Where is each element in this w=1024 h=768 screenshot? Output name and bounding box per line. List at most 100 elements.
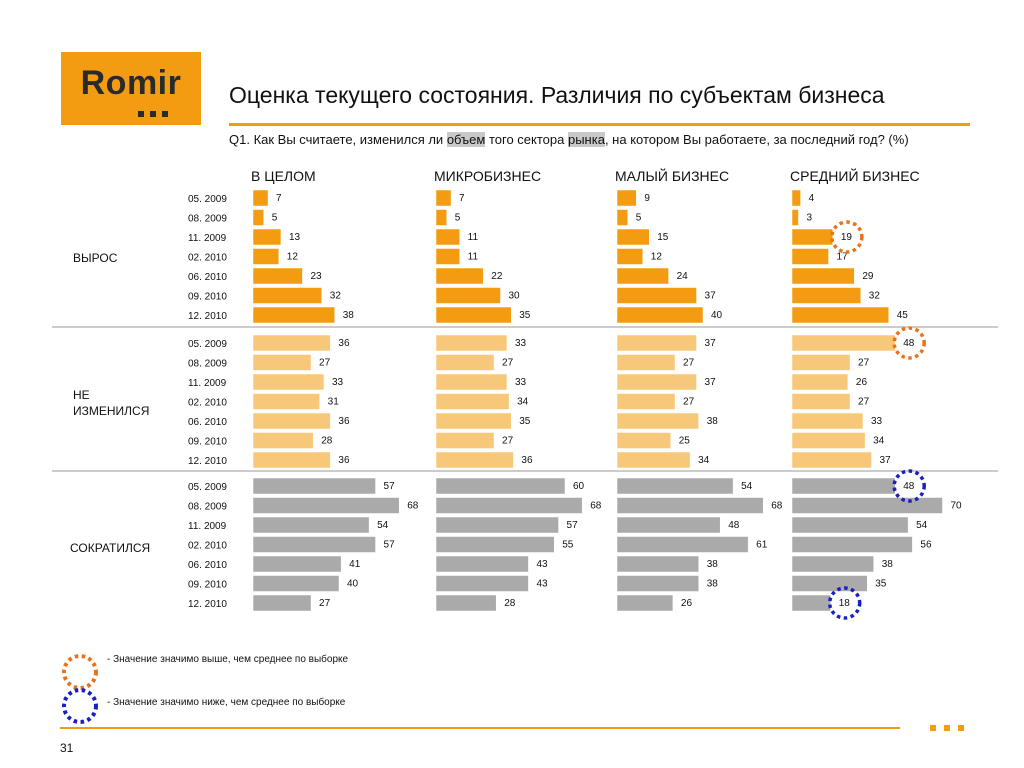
bar bbox=[791, 594, 831, 612]
bar bbox=[791, 209, 799, 226]
bar bbox=[616, 354, 676, 371]
footer-dot bbox=[944, 725, 950, 731]
value-label: 41 bbox=[349, 559, 361, 570]
bar bbox=[435, 594, 497, 612]
significance-marker bbox=[892, 326, 926, 360]
bar bbox=[791, 497, 943, 514]
bar bbox=[252, 536, 376, 553]
value-label: 27 bbox=[858, 358, 870, 369]
page-number: 31 bbox=[60, 741, 74, 755]
bar bbox=[252, 354, 312, 371]
bar bbox=[435, 354, 495, 371]
question-middle: того сектора bbox=[485, 132, 568, 147]
bar bbox=[616, 209, 628, 226]
value-label: 57 bbox=[384, 481, 396, 492]
significance-marker bbox=[830, 220, 864, 254]
bar bbox=[435, 334, 508, 352]
bar bbox=[616, 189, 637, 207]
value-label: 12 bbox=[651, 252, 663, 263]
bar bbox=[435, 373, 508, 391]
value-label: 36 bbox=[338, 338, 350, 349]
bar bbox=[435, 477, 566, 495]
value-label: 28 bbox=[321, 436, 333, 447]
value-label: 17 bbox=[837, 252, 849, 263]
bar bbox=[252, 575, 340, 592]
segment-header: МАЛЫЙ БИЗНЕС bbox=[615, 167, 729, 184]
question-suffix: , на котором Вы работаете, за последний … bbox=[604, 132, 909, 147]
value-label: 28 bbox=[504, 598, 516, 609]
value-label: 54 bbox=[741, 481, 753, 492]
value-label: 5 bbox=[272, 213, 278, 224]
group-label: СОКРАТИЛСЯ bbox=[70, 541, 150, 555]
period-label: 02. 2010 bbox=[188, 541, 227, 552]
period-label: 08. 2009 bbox=[188, 359, 227, 370]
value-label: 34 bbox=[698, 455, 710, 466]
group-label: НЕ bbox=[73, 388, 90, 402]
value-label: 56 bbox=[920, 540, 932, 551]
period-label: 09. 2010 bbox=[188, 580, 227, 591]
bar bbox=[252, 306, 335, 324]
value-label: 27 bbox=[502, 358, 514, 369]
value-label: 7 bbox=[276, 193, 282, 204]
period-label: 05. 2009 bbox=[188, 339, 227, 350]
period-label: 11. 2009 bbox=[188, 378, 227, 389]
bar bbox=[616, 393, 676, 410]
value-label: 22 bbox=[491, 271, 503, 282]
title-underline bbox=[229, 123, 970, 126]
bar bbox=[435, 228, 460, 246]
bar bbox=[252, 209, 264, 226]
value-label: 38 bbox=[707, 579, 719, 590]
value-label: 38 bbox=[707, 559, 719, 570]
value-label: 38 bbox=[882, 559, 894, 570]
bar bbox=[435, 575, 529, 592]
footer-line bbox=[60, 727, 900, 729]
bar bbox=[435, 451, 514, 469]
period-label: 12. 2010 bbox=[188, 456, 227, 467]
bar bbox=[791, 432, 866, 449]
bar bbox=[616, 287, 697, 304]
value-label: 54 bbox=[377, 520, 389, 531]
value-label: 26 bbox=[681, 598, 693, 609]
value-label: 26 bbox=[856, 377, 868, 388]
period-label: 02. 2010 bbox=[188, 398, 227, 409]
value-label: 34 bbox=[873, 436, 885, 447]
bar bbox=[616, 306, 704, 324]
value-label: 48 bbox=[903, 481, 915, 492]
period-label: 06. 2010 bbox=[188, 560, 227, 571]
value-label: 9 bbox=[644, 193, 650, 204]
legend-higher-text: - Значение значимо выше, чем среднее по … bbox=[107, 654, 349, 665]
bar bbox=[252, 516, 370, 534]
question-prefix: Q1. Как Вы считаете, изменился ли bbox=[229, 132, 447, 147]
value-label: 57 bbox=[384, 540, 396, 551]
period-label: 09. 2010 bbox=[188, 437, 227, 448]
value-label: 60 bbox=[573, 481, 585, 492]
value-label: 32 bbox=[869, 291, 881, 302]
value-label: 24 bbox=[677, 271, 689, 282]
bar bbox=[616, 536, 749, 553]
value-label: 4 bbox=[809, 193, 815, 204]
romir-logo: Romir bbox=[61, 52, 201, 125]
bar bbox=[791, 189, 801, 207]
value-label: 27 bbox=[683, 358, 695, 369]
value-label: 33 bbox=[515, 377, 527, 388]
bar bbox=[791, 393, 851, 410]
bar bbox=[252, 432, 314, 449]
bar bbox=[252, 451, 331, 469]
bar bbox=[616, 432, 671, 449]
value-label: 35 bbox=[519, 310, 531, 321]
value-label: 30 bbox=[509, 291, 521, 302]
bar bbox=[791, 228, 834, 246]
bar bbox=[616, 594, 674, 612]
value-label: 27 bbox=[683, 397, 695, 408]
value-label: 48 bbox=[903, 338, 915, 349]
bar bbox=[435, 393, 510, 410]
bar bbox=[791, 287, 862, 304]
value-label: 5 bbox=[636, 213, 642, 224]
value-label: 36 bbox=[338, 455, 350, 466]
bar bbox=[791, 354, 851, 371]
value-label: 61 bbox=[756, 540, 768, 551]
bar bbox=[252, 497, 400, 514]
value-label: 25 bbox=[679, 436, 691, 447]
bar bbox=[252, 594, 312, 612]
segment-header: СРЕДНИЙ БИЗНЕС bbox=[790, 167, 920, 184]
